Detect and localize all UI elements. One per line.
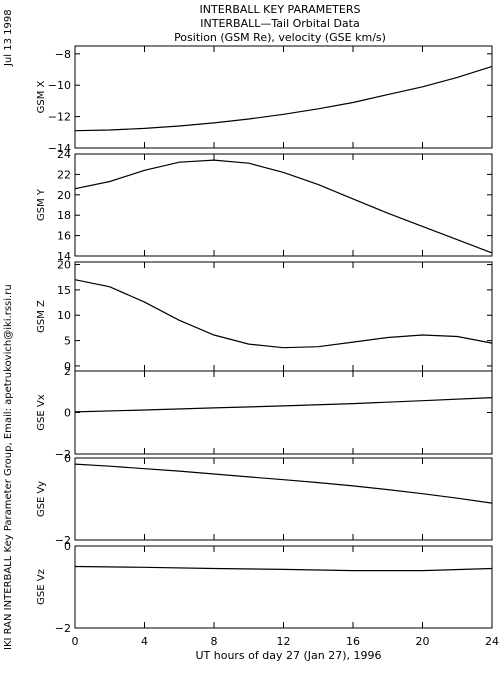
x-tick-label: 24 (485, 635, 499, 648)
y-tick-label: 0 (64, 407, 71, 420)
x-tick-label: 12 (277, 635, 291, 648)
y-tick-label: 10 (57, 309, 71, 322)
panel-3-series-line (74, 279, 493, 349)
chart-title-line-2: INTERBALL—Tail Orbital Data (200, 17, 360, 30)
x-tick-label: 0 (72, 635, 79, 648)
panel-2-frame (74, 153, 493, 257)
panel-2-series-line (74, 159, 493, 254)
y-tick-label: 24 (57, 148, 71, 161)
y-tick-label: 20 (57, 259, 71, 272)
x-tick-label: 4 (141, 635, 148, 648)
panel-5-ylabel: GSE Vy (36, 481, 47, 517)
y-tick-label: 16 (57, 230, 71, 243)
y-tick-label: −2 (55, 534, 71, 547)
y-tick-label: −14 (48, 142, 71, 155)
panel-4-frame (74, 370, 493, 455)
x-tick-label: 20 (416, 635, 430, 648)
panel-1-series-line (74, 65, 493, 132)
y-tick-label: 5 (64, 335, 71, 348)
y-tick-label: 20 (57, 189, 71, 202)
y-tick-label: 2 (64, 365, 71, 378)
y-tick-label: −2 (55, 622, 71, 635)
y-tick-label: 22 (57, 168, 71, 181)
y-tick-label: −12 (48, 111, 71, 124)
panel-4-ylabel: GSE Vx (36, 394, 47, 430)
y-tick-label: 0 (64, 452, 71, 465)
panel-3-ylabel: GSM Z (36, 300, 47, 333)
y-tick-label: 0 (64, 540, 71, 553)
y-tick-label: 14 (57, 250, 71, 263)
panel-6-ylabel: GSE Vz (36, 569, 47, 605)
x-tick-label: 8 (211, 635, 218, 648)
panel-5-series-line (74, 463, 493, 504)
panel-6-frame (74, 545, 493, 629)
x-axis-label: UT hours of day 27 (Jan 27), 1996 (195, 649, 381, 662)
chart-title-line-3: Position (GSM Re), velocity (GSE km/s) (174, 31, 386, 44)
x-tick-label: 16 (346, 635, 360, 648)
panel-5-frame (74, 457, 493, 541)
y-tick-label: 15 (57, 284, 71, 297)
y-tick-label: −10 (48, 79, 71, 92)
chart-title-line-1: INTERBALL KEY PARAMETERS (199, 3, 361, 16)
y-tick-label: 18 (57, 209, 71, 222)
y-tick-label: 0 (64, 360, 71, 373)
panel-2-ylabel: GSM Y (36, 188, 47, 221)
y-tick-label: −2 (55, 448, 71, 461)
panel-1-ylabel: GSM X (36, 80, 47, 113)
panel-4-series-line (74, 397, 493, 413)
panel-3-frame (74, 261, 493, 372)
panel-1-frame (74, 45, 493, 149)
panel-6-series-line (74, 565, 493, 572)
y-tick-label: −8 (55, 48, 71, 61)
